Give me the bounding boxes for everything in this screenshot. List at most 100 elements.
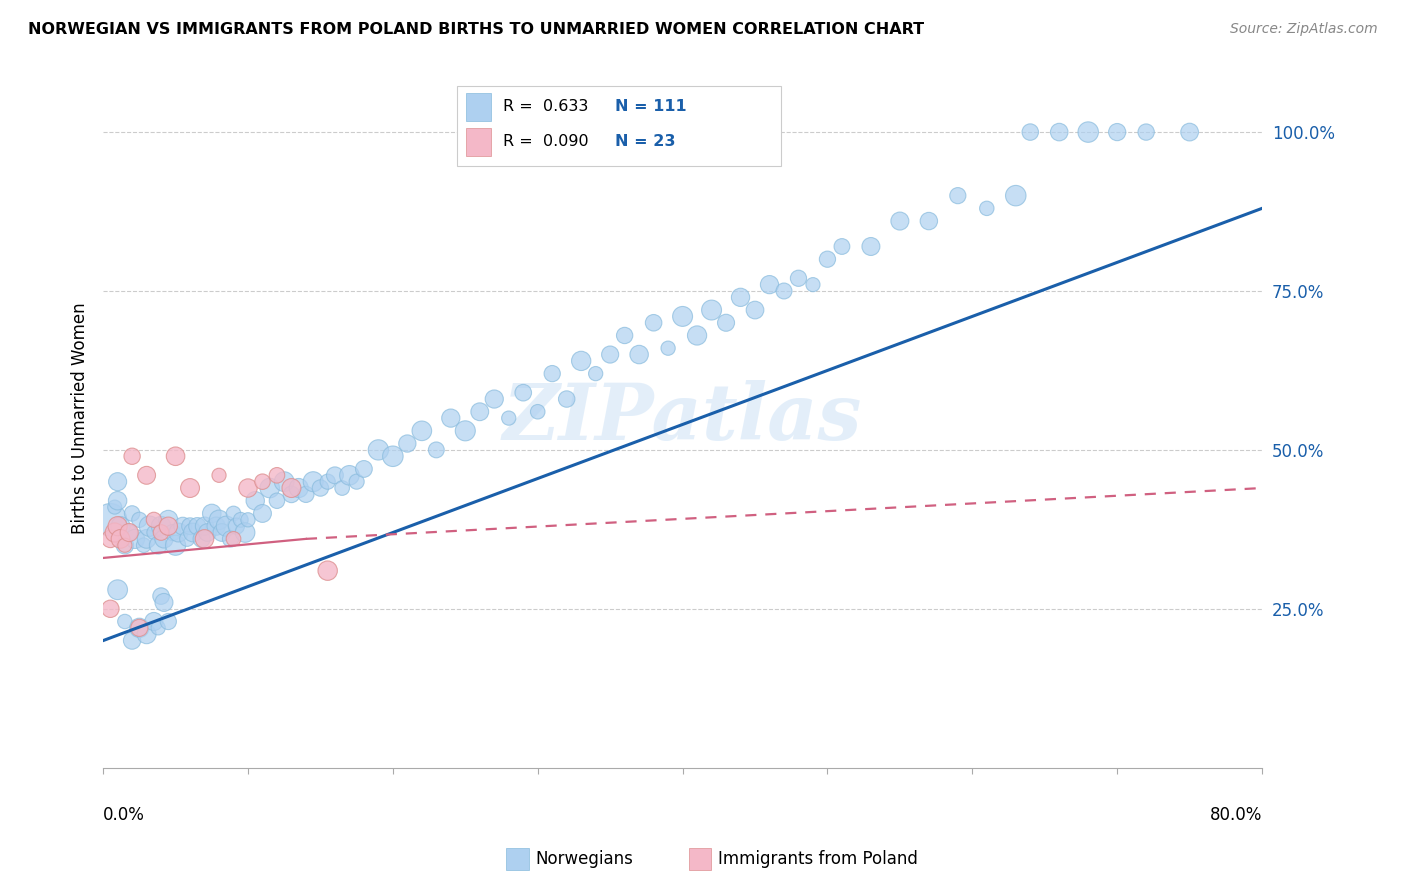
Point (585, 367, 607, 381)
FancyBboxPatch shape (465, 128, 491, 156)
Text: ZIPatlas: ZIPatlas (503, 380, 862, 457)
Point (859, 239, 882, 253)
Point (339, 468, 361, 483)
Point (100, 602, 122, 616)
Point (744, 303, 766, 318)
Text: Norwegians: Norwegians (536, 850, 634, 868)
Point (758, 277, 780, 292)
Point (266, 468, 288, 483)
Point (165, 538, 187, 552)
Point (157, 513, 180, 527)
Point (817, 252, 839, 267)
Point (280, 487, 302, 501)
Point (104, 525, 127, 540)
Point (801, 277, 824, 292)
Point (162, 525, 184, 540)
Point (468, 405, 491, 419)
FancyBboxPatch shape (457, 86, 782, 167)
Text: 80.0%: 80.0% (1209, 806, 1263, 824)
Point (1107, 125, 1129, 139)
Point (498, 411, 520, 425)
Point (1019, 125, 1042, 139)
Point (569, 354, 592, 368)
Point (128, 513, 150, 527)
Point (233, 525, 256, 540)
Text: NORWEGIAN VS IMMIGRANTS FROM POLAND BIRTHS TO UNMARRIED WOMEN CORRELATION CHART: NORWEGIAN VS IMMIGRANTS FROM POLAND BIRT… (28, 22, 924, 37)
Point (197, 525, 219, 540)
Point (128, 621, 150, 635)
Point (176, 532, 198, 546)
FancyBboxPatch shape (465, 93, 491, 121)
Point (148, 538, 170, 552)
Point (773, 284, 796, 298)
Point (236, 481, 259, 495)
Point (186, 519, 208, 533)
Text: N = 111: N = 111 (616, 100, 688, 114)
Text: R =  0.633: R = 0.633 (503, 100, 588, 114)
Point (1004, 188, 1026, 202)
Point (201, 507, 224, 521)
Point (114, 538, 136, 552)
Point (150, 589, 173, 603)
Point (181, 525, 204, 540)
Point (114, 538, 136, 552)
Point (222, 507, 245, 521)
Point (613, 328, 636, 343)
Point (124, 532, 146, 546)
Point (215, 519, 238, 533)
Point (179, 481, 201, 495)
Point (157, 519, 180, 533)
Point (252, 507, 274, 521)
Point (165, 449, 187, 463)
Point (110, 519, 132, 533)
Point (657, 341, 679, 355)
Point (643, 316, 665, 330)
Point (526, 405, 548, 419)
Point (100, 532, 122, 546)
Point (316, 564, 339, 578)
Point (167, 525, 190, 540)
Point (259, 481, 281, 495)
Point (252, 475, 274, 489)
Point (316, 475, 339, 489)
Point (222, 532, 245, 546)
Point (440, 411, 463, 425)
Point (104, 500, 127, 514)
Point (107, 493, 129, 508)
Point (150, 525, 173, 540)
Point (132, 538, 155, 552)
Point (396, 436, 419, 450)
Point (976, 202, 998, 216)
Point (484, 392, 506, 406)
Y-axis label: Births to Unmarried Women: Births to Unmarried Women (72, 302, 89, 534)
Point (730, 290, 752, 304)
Point (309, 481, 332, 495)
Point (205, 519, 228, 533)
Point (208, 513, 231, 527)
Point (219, 532, 242, 546)
Point (787, 271, 810, 285)
Point (135, 532, 157, 546)
Point (100, 513, 122, 527)
Point (114, 615, 136, 629)
Point (700, 303, 723, 318)
Point (121, 633, 143, 648)
Point (346, 475, 368, 489)
Point (128, 621, 150, 635)
Point (295, 487, 318, 501)
Point (193, 519, 215, 533)
Point (135, 468, 157, 483)
Text: N = 23: N = 23 (616, 135, 676, 150)
Point (425, 442, 447, 457)
Point (107, 475, 129, 489)
Point (512, 385, 534, 400)
Point (110, 532, 132, 546)
Point (302, 475, 325, 489)
Point (323, 468, 346, 483)
Point (541, 367, 564, 381)
Point (142, 525, 165, 540)
Point (179, 519, 201, 533)
Point (831, 239, 853, 253)
Point (889, 214, 911, 228)
Point (245, 493, 267, 508)
